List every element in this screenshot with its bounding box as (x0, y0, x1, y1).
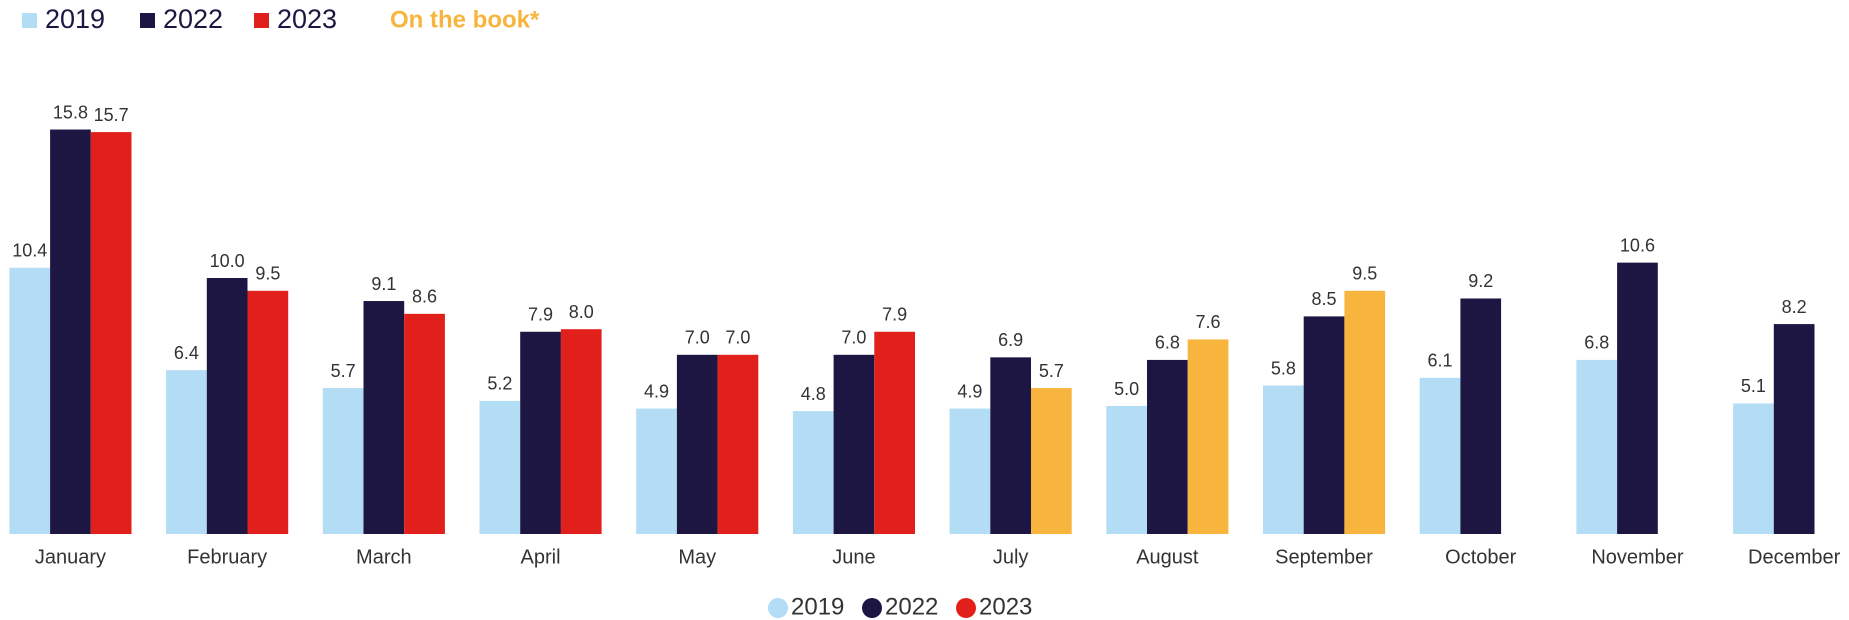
x-tick-label: December (1748, 546, 1841, 568)
value-label: 5.8 (1271, 358, 1296, 378)
legend-swatch (768, 598, 788, 618)
bar (206, 278, 248, 534)
bar (90, 132, 132, 534)
value-label: 4.9 (957, 381, 982, 401)
legend-label: 2023 (277, 4, 337, 34)
x-tick-label: January (35, 546, 106, 568)
bar (1263, 385, 1304, 534)
legend-label: 2019 (791, 593, 844, 620)
value-label: 7.9 (882, 305, 907, 325)
value-label: 15.8 (53, 102, 88, 122)
x-tick-label: March (356, 546, 412, 568)
x-tick-label: February (187, 546, 267, 568)
value-label: 5.0 (1114, 379, 1139, 399)
value-label: 7.6 (1196, 312, 1221, 332)
value-label: 7.0 (725, 328, 750, 348)
bar (717, 354, 759, 534)
bar (1187, 339, 1229, 534)
value-label: 7.0 (685, 328, 710, 348)
value-label: 10.4 (12, 241, 47, 261)
bar (1106, 406, 1147, 534)
legend-swatch (140, 13, 155, 28)
value-label: 10.6 (1620, 235, 1655, 255)
x-tick-label: April (521, 546, 561, 568)
value-label: 7.0 (841, 328, 866, 348)
value-label: 9.5 (255, 264, 280, 284)
legend-label: 2023 (979, 593, 1032, 620)
x-tick-label: July (993, 546, 1029, 568)
value-label: 6.1 (1428, 351, 1453, 371)
value-label: 8.6 (412, 287, 437, 307)
bar (520, 331, 561, 534)
bar (247, 290, 289, 534)
bar (1303, 316, 1345, 534)
bar (1733, 403, 1774, 534)
bar (1576, 359, 1618, 534)
legend-label: 2022 (885, 593, 938, 620)
legend-label: 2022 (163, 4, 223, 34)
value-label: 8.2 (1782, 297, 1807, 317)
bar (990, 357, 1031, 534)
bar (1460, 298, 1502, 534)
bar (1419, 377, 1461, 534)
value-label: 8.5 (1312, 289, 1337, 309)
bar (1773, 324, 1815, 534)
bar (322, 388, 364, 534)
x-tick-label: June (832, 546, 875, 568)
legend-swatch (862, 598, 882, 618)
value-label: 6.9 (998, 330, 1023, 350)
bar (560, 329, 602, 534)
bar (1031, 388, 1072, 534)
value-label: 4.8 (801, 384, 826, 404)
value-label: 6.4 (174, 343, 199, 363)
value-label: 9.1 (371, 274, 396, 294)
annotation: On the book* (390, 6, 540, 33)
value-label: 15.7 (94, 105, 129, 125)
x-tick-label: September (1275, 546, 1373, 568)
legend-swatch (956, 598, 976, 618)
bar (1344, 290, 1386, 534)
bar (792, 411, 834, 534)
value-label: 5.2 (487, 374, 512, 394)
bar (50, 129, 91, 534)
bar (636, 408, 677, 534)
legend-label: 2019 (45, 4, 105, 34)
x-tick-label: November (1591, 546, 1684, 568)
x-tick-label: October (1445, 546, 1516, 568)
bar (833, 354, 875, 534)
value-label: 8.0 (569, 302, 594, 322)
value-label: 5.1 (1741, 376, 1766, 396)
value-label: 10.0 (210, 251, 245, 271)
bar (9, 267, 51, 534)
bar (479, 400, 521, 534)
bar (1147, 359, 1188, 534)
legend-swatch (22, 13, 37, 28)
bar (166, 370, 207, 534)
bar (1617, 262, 1658, 534)
legend-swatch (254, 13, 269, 28)
value-label: 5.7 (1039, 361, 1064, 381)
bar (949, 408, 991, 534)
bar (404, 313, 445, 534)
value-label: 6.8 (1155, 333, 1180, 353)
x-tick-label: May (678, 546, 716, 568)
x-tick-label: August (1136, 546, 1199, 568)
value-label: 9.2 (1468, 271, 1493, 291)
value-label: 7.9 (528, 305, 553, 325)
value-label: 5.7 (331, 361, 356, 381)
bar (874, 331, 915, 534)
value-label: 9.5 (1352, 264, 1377, 284)
bar (676, 354, 718, 534)
value-label: 4.9 (644, 381, 669, 401)
value-label: 6.8 (1584, 333, 1609, 353)
bar (363, 301, 405, 534)
